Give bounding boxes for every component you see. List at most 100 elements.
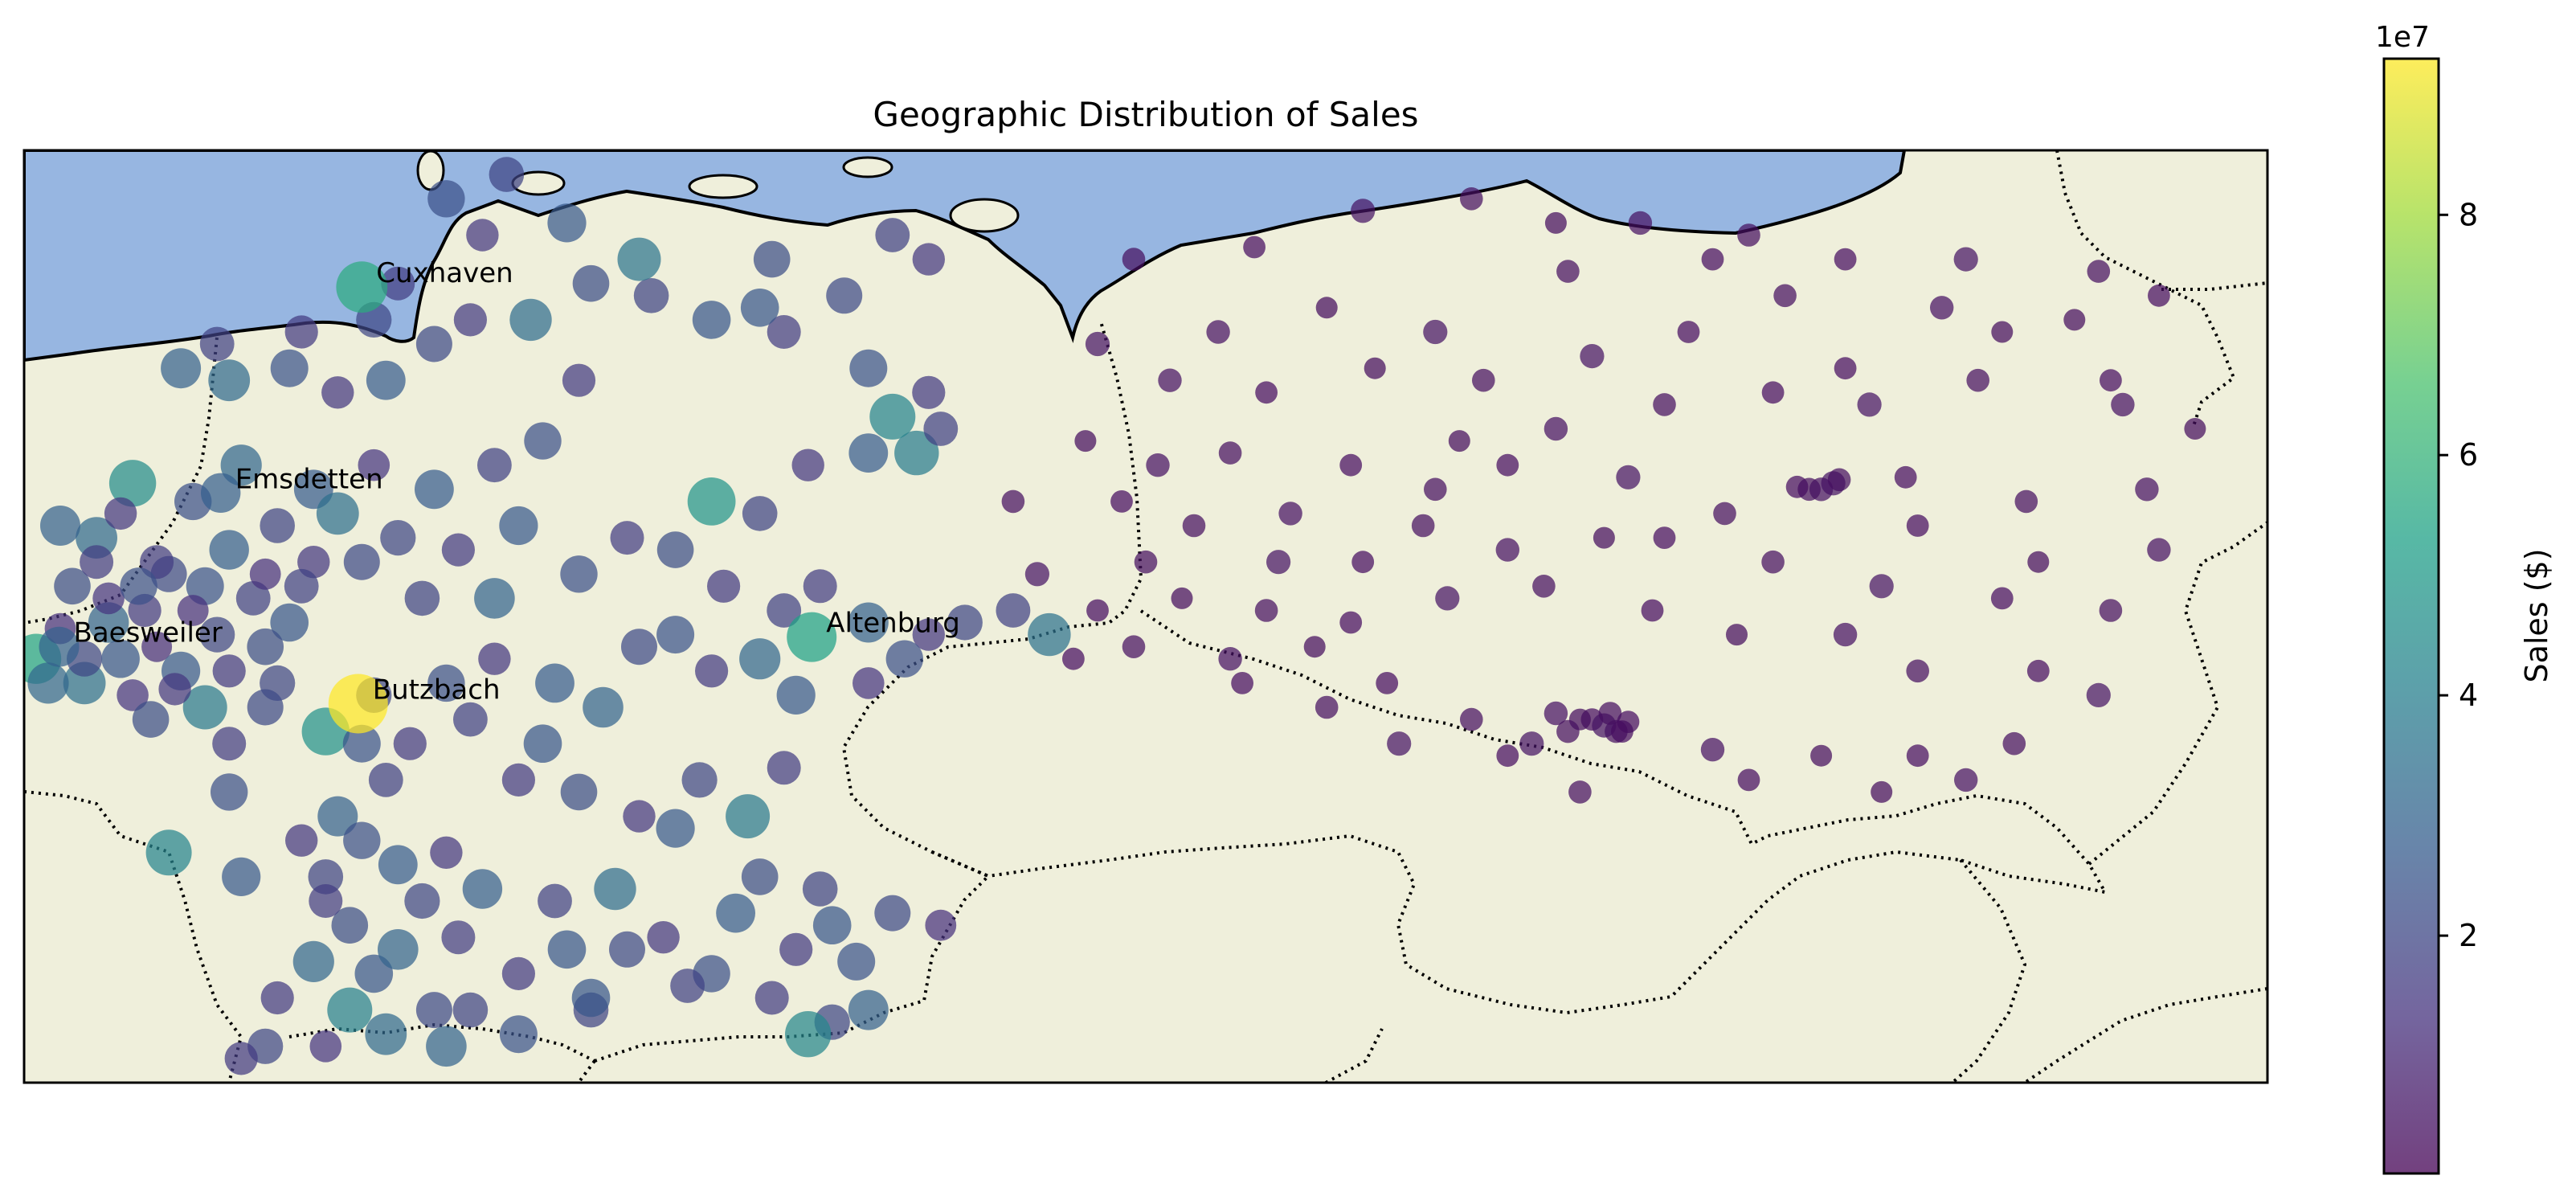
scatter-point [692,301,731,339]
scatter-point [1339,611,1363,634]
scatter-point [716,893,755,933]
scatter-point [1339,453,1363,477]
scatter-point [501,956,536,990]
border-line [24,790,243,1083]
colorbar-tick-label: 4 [2459,678,2478,713]
scatter-point [776,675,816,715]
scatter-point [779,932,813,966]
scatter-point [1857,392,1882,417]
scatter-point [1495,538,1520,562]
scatter-point [182,685,227,730]
scatter-point [145,829,192,876]
scatter-point [104,497,137,530]
scatter-point [1737,768,1760,792]
scatter-point [220,444,262,486]
scatter-point [1134,550,1158,574]
scatter-point [1930,296,1954,320]
scatter-point [1991,321,2014,343]
scatter-point [1810,744,1833,767]
scatter-point [1110,490,1133,513]
scatter-point [365,1013,407,1055]
scatter-point [571,978,611,1018]
scatter-point [212,654,246,688]
scatter-point [499,1015,538,1054]
scatter-point [1906,659,1929,683]
colorbar-offset-label: 1e7 [2375,21,2430,54]
scatter-point [1376,672,1399,694]
scatter-point [947,604,983,641]
scatter-point [633,278,669,313]
scatter-point [912,243,946,276]
scatter-point [753,240,791,278]
scatter-point [1496,453,1519,477]
scatter-point [284,315,318,349]
scatter-point [80,545,114,580]
scatter-point [260,981,294,1015]
scatter-point [1472,368,1495,392]
colorbar-tick-label: 6 [2459,437,2478,473]
scatter-point [1700,738,1725,762]
scatter-point [1544,416,1568,441]
scatter-point [1158,368,1182,392]
scatter-point [1834,357,1857,380]
scatter-point [509,298,552,342]
scatter-point [208,359,251,402]
city-label: Altenburg [826,608,960,640]
scatter-point [366,360,406,400]
scatter-point [88,602,129,643]
country-borders [24,150,2267,1083]
map-frame [22,149,2269,1084]
scatter-point [2002,731,2026,756]
scatter-point [1074,430,1097,453]
scatter-point [767,751,801,785]
scatter-point [141,631,173,662]
border-line [1325,1028,1384,1083]
scatter-point [404,883,440,919]
scatter-point [1737,223,1760,247]
scatter-point [336,261,388,313]
scatter-point [826,277,863,314]
scatter-point [802,871,838,907]
scatter-point [426,1026,467,1067]
scatter-point [848,602,889,643]
scatter-point [524,422,562,460]
scatter-point [1761,381,1785,404]
scatter-point [1894,465,1917,489]
scatter-point [754,981,789,1015]
scatter-point [535,663,574,703]
scatter-point [1218,441,1242,465]
scatter-point [415,469,454,510]
scatter-point [211,773,248,811]
chart-title: Geographic Distribution of Sales [873,95,1418,134]
scatter-point [161,348,202,389]
scatter-point [343,821,381,859]
scatter-point [1062,647,1085,670]
scatter-point [1218,647,1242,671]
scatter-point [474,578,515,619]
scatter-point [610,521,644,555]
scatter-point [76,517,117,559]
scatter-point [739,638,781,680]
scatter-point [378,845,418,885]
scatter-point [874,895,911,932]
scatter-point [222,857,261,896]
scatter-point [177,595,209,626]
scatter-point [501,763,536,797]
scatter-point [1448,430,1470,453]
scatter-point [2147,538,2171,562]
scatter-point [623,800,656,833]
scatter-point [2099,599,2123,622]
scatter-point [1617,711,1640,733]
scatter-point [309,1030,342,1063]
scatter-point [2135,477,2159,502]
scatter-point [327,987,373,1033]
scatter-point [1761,550,1785,574]
scatter-point [354,954,394,993]
scatter-point [1953,247,1978,272]
scatter-point [1713,502,1736,526]
island [688,174,758,199]
scatter-point [560,773,598,811]
scatter-point [285,824,318,857]
scatter-point [656,531,694,568]
